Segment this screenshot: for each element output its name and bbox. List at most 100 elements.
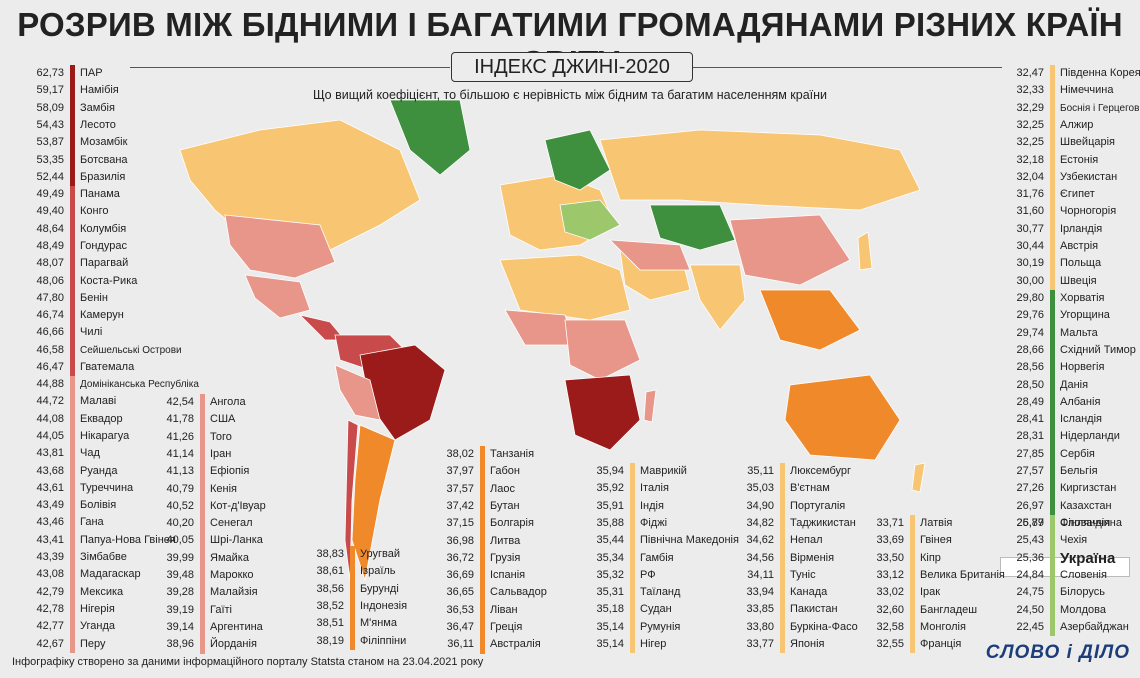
gini-value: 44,88 [36,378,64,390]
gini-value: 35,34 [596,551,624,564]
country-name: Таджикистан [790,516,856,529]
subtitle-left-line [130,67,450,68]
gini-value: 40,20 [166,517,194,530]
country-name: Ангола [210,396,246,408]
country-name: Австрія [1060,240,1099,252]
country-name: Судан [640,603,672,616]
gini-value: 29,80 [1016,292,1044,304]
country-name: Уругвай [360,548,400,560]
country-name: Того [210,430,232,443]
group-color-bar [1050,65,1055,290]
country-name: Конго [80,205,109,218]
country-name: Гамбія [640,551,674,564]
gini-value: 27,26 [1016,482,1044,495]
country-name: Нікарагуа [80,429,130,442]
gini-value: 35,44 [596,534,624,547]
country-name: Домініканська Республіка [80,379,199,390]
country-name: Бенін [80,291,108,304]
country-name: Танзанія [490,448,535,460]
kazakhstan-shape [649,204,736,251]
india-shape [689,264,746,331]
gini-value: 22,45 [1016,620,1044,633]
country-name: Киргизстан [1060,482,1117,495]
country-name: Туніс [790,568,816,581]
source-footer: Інфографіку створено за даними інформаці… [12,656,484,668]
country-name: Мадагаскар [80,568,141,581]
country-name: Намібія [80,84,119,97]
gini-value: 32,04 [1016,170,1044,183]
group-color-bar [70,376,75,653]
gini-value: 28,31 [1016,430,1044,443]
country-name: Габон [490,465,520,478]
country-name: Португалія [790,499,846,512]
gini-value: 28,41 [1016,413,1044,426]
gini-value: 34,90 [746,499,774,512]
country-name: Нігер [640,638,667,650]
gini-value: 53,35 [36,153,64,166]
country-name: Словаччина [1060,517,1122,529]
country-name: РФ [640,568,656,581]
gini-value: 58,09 [36,101,64,114]
gini-value: 35,14 [596,638,624,650]
gini-value: 33,80 [746,620,774,633]
country-name: Перу [80,637,106,650]
country-name: Малаві [80,395,117,408]
gini-value: 36,65 [446,586,474,599]
gini-value: 34,56 [746,551,774,564]
gini-value: 33,02 [876,586,904,599]
country-name: Буркіна-Фасо [790,620,858,633]
country-name: Непал [790,534,823,547]
gini-value: 33,71 [876,517,904,529]
country-name: Мозамбік [80,136,128,149]
gini-value: 39,14 [166,620,194,633]
country-name: Кіпр [920,551,941,564]
country-name: Колумбія [80,222,127,235]
group-color-bar [910,515,915,654]
country-name: Мальта [1060,326,1098,339]
country-name: Камерун [80,309,124,322]
country-name: Чорногорія [1060,205,1117,218]
gini-value: 33,50 [876,551,904,564]
country-name: Пакистан [790,603,838,616]
gini-value: 42,78 [36,602,64,615]
gini-value: 25,77 [1016,517,1044,529]
gini-value: 40,05 [166,534,194,547]
country-name: Ліван [490,603,518,616]
gini-value: 49,40 [36,205,64,218]
country-name: Ірландія [1060,222,1103,235]
gini-value: 28,50 [1016,378,1044,391]
country-name: Бразилія [80,170,126,183]
country-name: Україна [1060,549,1116,567]
country-name: Лаос [490,482,515,495]
gini-value: 38,96 [166,638,194,651]
country-name: Болгарія [490,517,534,530]
country-name: Чад [80,447,100,460]
usa-shape [224,214,336,279]
country-name: Швейцарія [1060,136,1115,149]
explanation-note: Що вищий коефіцієнт, то більшою є нерівн… [312,88,828,102]
country-name: Ботсвана [80,153,128,166]
gini-value: 28,66 [1016,343,1044,356]
south-africa-shape [564,374,641,451]
gini-value: 35,11 [747,465,774,477]
turkey-iran-shape [608,239,691,271]
country-name: Узбекистан [1060,170,1118,183]
gini-value: 35,14 [596,620,624,633]
country-name: Нідерланди [1060,430,1120,443]
country-name: Гондурас [80,239,127,252]
country-name: Гаїті [210,603,232,616]
country-name: Боснія і Герцеговина [1060,102,1140,114]
gini-value: 62,73 [36,67,64,79]
greenland-shape [389,99,471,176]
gini-value: 36,69 [446,569,474,582]
country-name: Зімбабве [80,551,127,563]
gini-value: 32,58 [876,620,904,633]
country-name: Албанія [1060,395,1101,408]
gini-value: 48,06 [36,274,64,287]
mexico-shape [244,274,311,319]
country-name: Малайзія [210,586,258,599]
gini-value: 30,77 [1016,222,1044,235]
gini-value: 30,00 [1016,274,1044,287]
country-name: Парагвай [80,257,129,270]
country-name: Фіджі [640,516,668,529]
